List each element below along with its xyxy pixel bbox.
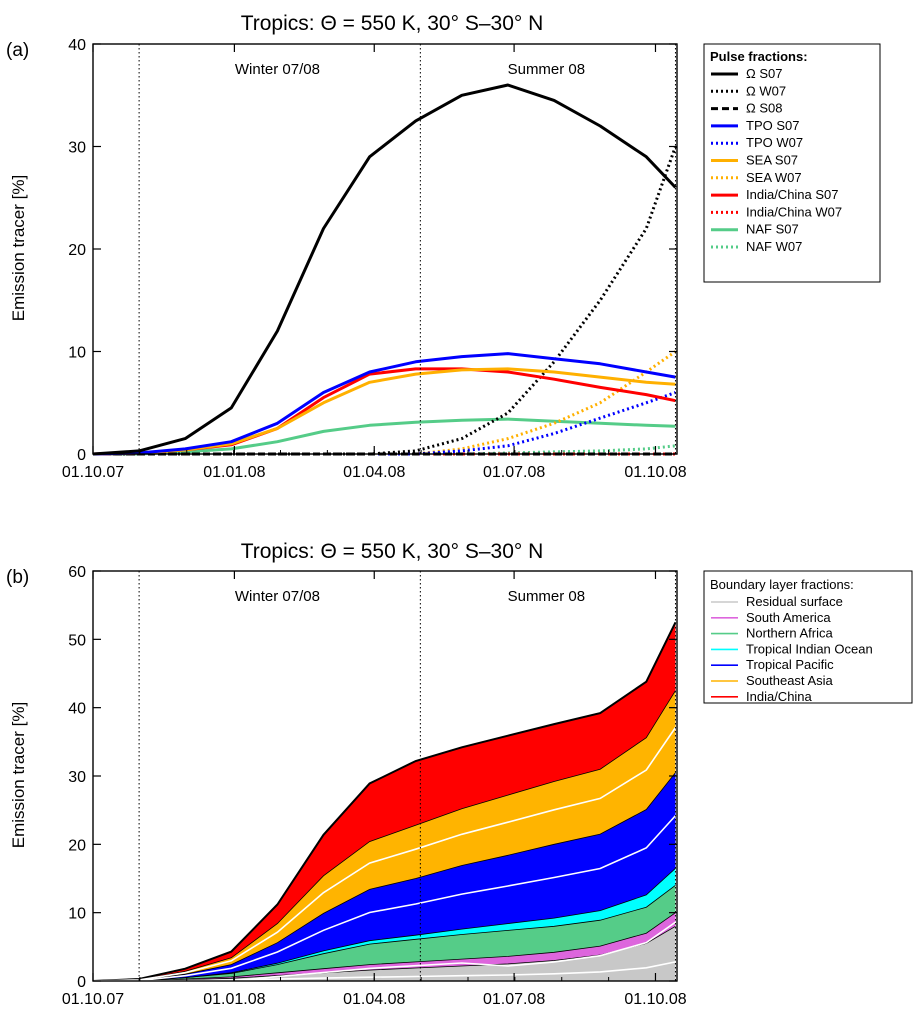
panel-b-legend-label: Southeast Asia xyxy=(746,673,833,688)
panel-a-x-tick-label: 01.10.08 xyxy=(624,464,686,481)
panel-b-legend-label: Residual surface xyxy=(746,594,843,609)
panel-b-y-tick-label: 50 xyxy=(68,632,86,649)
panel-a-y-tick-label: 0 xyxy=(77,447,86,464)
panel-b-legend-box xyxy=(703,570,913,704)
panel-b-reference-line xyxy=(92,727,677,982)
panel-a-x-tick-label: 01.01.08 xyxy=(203,464,265,481)
panel-a-y-tick-label: 10 xyxy=(68,345,86,362)
panel-a-legend-label: India/China W07 xyxy=(746,204,842,219)
panel-b-stacked-area xyxy=(93,926,676,981)
panel-b-x-tick-label: 01.04.08 xyxy=(343,991,405,1008)
panel-a-series-line xyxy=(92,352,676,456)
panel-a-label: (a) xyxy=(6,40,29,61)
panel-b-area-boundary xyxy=(93,868,676,982)
panel-a-legend: Pulse fractions: Ω S07 Ω W07 Ω S08 TPO S07 T… xyxy=(703,43,881,283)
panel-b-y-tick-label: 30 xyxy=(68,769,86,786)
panel-a-legend-label: SEA W07 xyxy=(746,170,802,185)
panel-b-y-axis-label: Emission tracer [%] xyxy=(9,702,28,848)
panel-b-y-tick-label: 60 xyxy=(68,564,86,581)
panel-a-y-axis-label: Emission tracer [%] xyxy=(9,175,28,321)
panel-a-legend-label: NAF W07 xyxy=(746,239,802,254)
panel-b-x-tick-label: 01.07.08 xyxy=(483,991,545,1008)
panel-a-season-label: Winter 07/08 xyxy=(235,61,320,78)
panel-b-season-label: Summer 08 xyxy=(508,588,586,605)
panel-b-area-boundary xyxy=(93,912,676,982)
panel-b-x-tick-label: 01.10.08 xyxy=(624,991,686,1008)
panel-b-title: Tropics: Θ = 550 K, 30° S–30° N xyxy=(241,540,544,563)
panel-b-area-boundary xyxy=(92,621,677,982)
panel-a-legend-label: Ω W07 xyxy=(746,83,786,98)
panel-b-reference-line xyxy=(92,815,677,982)
panel-b-y-tick-label: 10 xyxy=(68,906,86,923)
panel-b-x-tick-label: 01.10.07 xyxy=(62,991,124,1008)
panel-b-stacked-area xyxy=(93,690,676,981)
panel-b-x-tick-label: 01.01.08 xyxy=(203,991,265,1008)
panel-a-x-tick-label: 01.04.08 xyxy=(343,464,405,481)
panel-b-legend-title: Boundary layer fractions: xyxy=(710,577,854,592)
panel-a-series-line xyxy=(92,83,677,456)
panel-b-legend-label: Tropical Indian Ocean xyxy=(746,641,873,656)
panel-a-legend-label: Ω S08 xyxy=(746,101,782,116)
panel-a: (a) Tropics: Θ = 550 K, 30° S–30° N Emis… xyxy=(6,12,881,481)
panel-a-title: Tropics: Θ = 550 K, 30° S–30° N xyxy=(241,12,544,35)
panel-a-legend-label: NAF S07 xyxy=(746,222,799,237)
panel-a-legend-box xyxy=(703,43,881,283)
panel-b-stacked-area xyxy=(93,885,676,981)
panel-a-legend-label: Ω S07 xyxy=(746,66,782,81)
panel-b-label: (b) xyxy=(6,567,29,588)
panel-a-y-tick-label: 30 xyxy=(68,140,86,157)
panel-b-legend: Boundary layer fractions: Residual surfa… xyxy=(703,570,913,704)
panel-a-legend-title: Pulse fractions: xyxy=(710,49,808,64)
panel-b-legend-label: Tropical Pacific xyxy=(746,657,834,672)
panel-b-legend-label: India/China xyxy=(746,689,813,704)
panel-a-series-line xyxy=(93,145,677,456)
panel-b-area-boundary xyxy=(93,925,676,982)
panel-a-y-tick-label: 20 xyxy=(68,242,86,259)
panel-b-legend-label: Northern Africa xyxy=(746,626,833,641)
panel-b-stacked-area xyxy=(93,622,676,981)
panel-a-legend-label: SEA S07 xyxy=(746,153,798,168)
panel-b-y-tick-label: 0 xyxy=(77,974,86,991)
panel-a-legend-label: TPO S07 xyxy=(746,118,799,133)
panel-b-y-tick-label: 40 xyxy=(68,701,86,718)
panel-b: (b) Tropics: Θ = 550 K, 30° S–30° N Emis… xyxy=(6,540,913,1008)
panel-a-series-line xyxy=(93,417,676,456)
panel-a-season-label: Summer 08 xyxy=(508,61,586,78)
panel-a-y-tick-label: 40 xyxy=(68,37,86,54)
panel-b-legend-label: South America xyxy=(746,610,831,625)
panel-a-x-tick-label: 01.07.08 xyxy=(483,464,545,481)
panel-b-season-label: Winter 07/08 xyxy=(235,588,320,605)
panel-b-area-boundary xyxy=(92,690,676,982)
panel-a-legend-label: TPO W07 xyxy=(746,135,803,150)
panel-a-legend-label: India/China S07 xyxy=(746,187,839,202)
panel-b-y-tick-label: 20 xyxy=(68,837,86,854)
panel-b-area-boundary xyxy=(92,772,676,982)
panel-a-x-tick-label: 01.10.07 xyxy=(62,464,124,481)
panel-b-stacked-area xyxy=(93,868,676,981)
